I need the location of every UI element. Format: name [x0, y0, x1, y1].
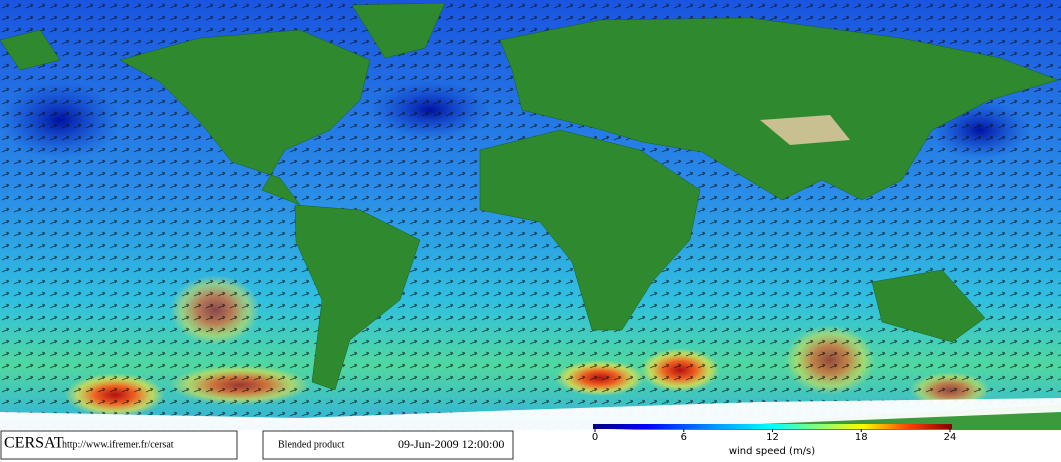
product-name: Blended product — [278, 439, 345, 450]
logo-name: CERSAT — [4, 435, 64, 452]
colorbar-tick-label: 6 — [681, 432, 687, 443]
colorbar — [593, 424, 952, 429]
colorbar-tick-label: 12 — [766, 432, 779, 443]
colorbar-tick-label: 18 — [855, 432, 868, 443]
logo-url[interactable]: http://www.ifremer.fr/cersat — [62, 439, 174, 450]
colorbar-tick-label: 24 — [944, 432, 957, 443]
logo-box — [0, 430, 238, 460]
map-layer — [0, 0, 1061, 433]
product-box — [262, 430, 514, 460]
product-date: 09-Jun-2009 12:00:00 — [398, 437, 504, 451]
colorbar-tick-label: 0 — [592, 432, 598, 443]
colorbar-label: wind speed (m/s) — [729, 446, 815, 457]
